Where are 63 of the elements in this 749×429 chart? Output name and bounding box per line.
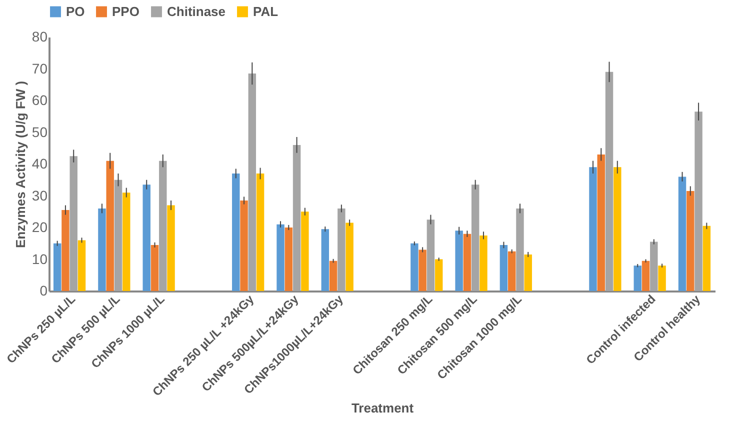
bar: [480, 235, 488, 291]
bar: [114, 180, 122, 291]
bar: [276, 224, 284, 291]
bar: [70, 156, 78, 291]
y-tick-label: 30: [32, 187, 48, 204]
bar: [98, 208, 106, 291]
bar: [410, 243, 418, 291]
y-tick-label: 40: [32, 156, 48, 172]
bar: [248, 74, 256, 291]
bar: [284, 228, 293, 291]
bar: [301, 212, 309, 291]
bar: [508, 251, 516, 291]
y-tick-label: 0: [40, 282, 48, 298]
legend-label: PO: [66, 4, 85, 19]
bar: [597, 154, 605, 291]
bar: [418, 250, 426, 291]
bar: [471, 184, 480, 291]
bar: [159, 160, 167, 291]
bar: [256, 174, 264, 291]
bar: [240, 200, 248, 291]
bar: [150, 244, 159, 291]
y-tick-label: 10: [32, 250, 48, 267]
bar: [650, 242, 658, 291]
bar: [634, 266, 642, 291]
bar: [53, 243, 62, 291]
bar: [524, 254, 532, 291]
bar: [329, 260, 338, 291]
bar: [62, 210, 70, 291]
bar: [142, 184, 150, 291]
bar: [678, 176, 686, 291]
bar: [346, 222, 354, 291]
y-tick-label: 80: [32, 28, 48, 44]
bar: [463, 234, 472, 291]
y-tick-label: 70: [32, 60, 48, 76]
bar: [434, 259, 443, 291]
bar: [106, 160, 114, 291]
bar: [232, 174, 240, 291]
bar: [338, 208, 346, 291]
y-tick-label: 50: [32, 124, 48, 140]
bar: [455, 230, 463, 291]
legend-label: Chitinase: [167, 4, 226, 19]
legend-label: PAL: [253, 4, 278, 19]
bar: [694, 112, 702, 291]
bar: [500, 244, 508, 291]
bar: [516, 208, 524, 291]
bar: [589, 167, 597, 291]
bar: [321, 229, 330, 291]
bar: [658, 266, 666, 291]
bar: [122, 192, 130, 291]
bar: [614, 167, 622, 291]
y-tick-label: 20: [32, 219, 48, 235]
bar: [686, 190, 694, 291]
bar: [605, 72, 614, 291]
bar: [292, 144, 301, 291]
bar: [426, 220, 435, 291]
x-axis-title: Treatment: [351, 400, 414, 416]
bar: [642, 260, 650, 291]
legend-label: PPO: [112, 4, 140, 19]
bar: [702, 226, 711, 291]
y-axis-title: Enzymes Activity (U/g FW ): [12, 80, 28, 248]
bar: [167, 205, 175, 291]
bar: [78, 240, 86, 291]
y-tick-label: 60: [32, 92, 48, 108]
